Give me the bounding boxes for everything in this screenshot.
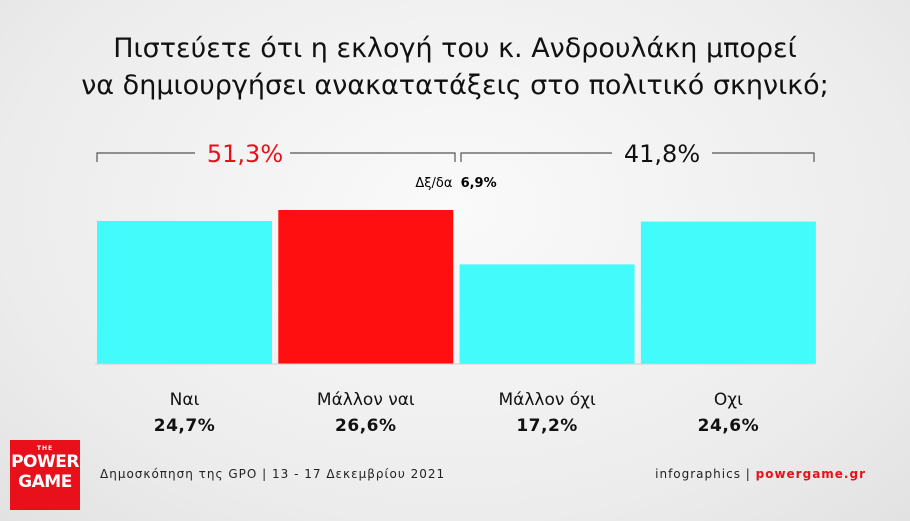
dkna-value: 6,9% <box>461 176 497 191</box>
value-label-4: 24,6% <box>698 416 759 436</box>
bar-1 <box>97 221 272 364</box>
footer-credit: infographics | powergame.gr <box>655 467 866 481</box>
category-label-4: Οχι <box>714 390 743 410</box>
value-label-3: 17,2% <box>516 416 577 436</box>
positive-group-bracket <box>96 152 456 162</box>
value-label-2: 26,6% <box>335 416 396 436</box>
chart-title: Πιστεύετε ότι η εκλογή του κ. Ανδρουλάκη… <box>0 30 910 104</box>
logo-text-game: GAME <box>18 472 72 492</box>
logo-text-power: POWER <box>11 452 79 472</box>
category-label-3: Μάλλον όχι <box>498 390 596 410</box>
value-labels-group: 24,7% 26,6% 17,2% 24,6% <box>154 416 759 436</box>
negative-bracket-right-line <box>712 152 815 162</box>
powergame-logo: THE POWER GAME <box>10 440 80 510</box>
positive-bracket-right-line <box>290 152 456 162</box>
category-labels-group: Ναι Μάλλον ναι Μάλλον όχι Οχι <box>170 390 743 410</box>
logo-text-the: THE <box>36 445 54 452</box>
footer-site-link[interactable]: powergame.gr <box>755 467 866 481</box>
bars-group <box>97 210 816 364</box>
category-label-1: Ναι <box>170 390 200 410</box>
negative-group-value: 41,8% <box>624 140 700 168</box>
negative-group-bracket <box>460 152 815 162</box>
bar-2 <box>278 210 454 364</box>
negative-bracket-left-line <box>460 152 612 162</box>
bar-4 <box>640 221 816 364</box>
bar-3 <box>459 264 635 364</box>
footer-credit-prefix: infographics | <box>655 467 756 481</box>
category-label-2: Μάλλον ναι <box>317 390 415 410</box>
dkna-annotation: Δξ/δα 6,9% <box>415 176 496 191</box>
value-label-1: 24,7% <box>154 416 215 436</box>
chart-title-line-1: Πιστεύετε ότι η εκλογή του κ. Ανδρουλάκη… <box>113 33 797 64</box>
positive-bracket-left-line <box>96 152 195 162</box>
positive-group-value: 51,3% <box>207 140 283 168</box>
footer-source: Δημοσκόπηση της GPO | 13 - 17 Δεκεμβρίου… <box>100 467 446 481</box>
dkna-label: Δξ/δα <box>415 176 452 191</box>
chart-title-line-2: να δημιουργήσει ανακατατάξεις στο πολιτι… <box>81 70 829 101</box>
